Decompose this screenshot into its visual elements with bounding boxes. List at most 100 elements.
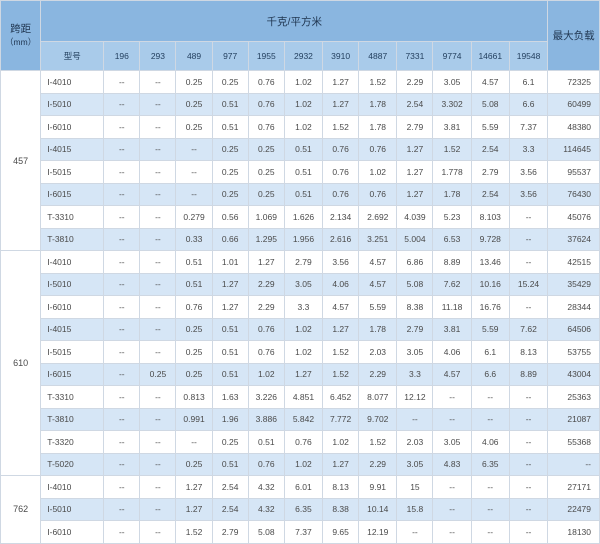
value-cell: 5.23 bbox=[432, 205, 472, 229]
type-cell: T-3310 bbox=[40, 385, 105, 409]
value-cell: 3.56 bbox=[508, 160, 549, 184]
value-cell: -- bbox=[139, 340, 177, 364]
value-cell: 6.53 bbox=[432, 227, 472, 251]
value-cell: -- bbox=[139, 160, 177, 184]
max-load-cell: 28344 bbox=[547, 295, 600, 319]
value-cell: 1.27 bbox=[247, 250, 285, 274]
value-cell: -- bbox=[139, 430, 177, 454]
table-row: I-4015 -- -- -- 0.25 0.25 0.51 0.76 0.76 1.27 1.52… bbox=[1, 137, 600, 161]
value-cell: 0.76 bbox=[175, 295, 213, 319]
value-cell: 1.27 bbox=[322, 70, 360, 94]
value-cell: 1.02 bbox=[283, 317, 324, 341]
value-cell: -- bbox=[175, 160, 213, 184]
value-cell: 6.01 bbox=[283, 475, 324, 499]
value-cell: 0.25 bbox=[175, 317, 213, 341]
value-cell: 3.05 bbox=[396, 340, 434, 364]
value-cell: 5.08 bbox=[470, 92, 510, 116]
value-cell: -- bbox=[139, 227, 177, 251]
value-cell: 0.76 bbox=[283, 430, 324, 454]
load-column-header: 977 bbox=[211, 41, 249, 71]
value-cell: 0.25 bbox=[247, 137, 285, 161]
value-cell: -- bbox=[103, 182, 141, 206]
value-cell: 1.02 bbox=[247, 362, 285, 386]
value-cell: 1.78 bbox=[432, 182, 472, 206]
value-cell: 3.3 bbox=[508, 137, 549, 161]
value-cell: -- bbox=[470, 497, 510, 521]
value-cell: 1.78 bbox=[358, 92, 398, 116]
value-cell: 1.27 bbox=[175, 497, 213, 521]
load-column-header: 7331 bbox=[396, 41, 434, 71]
type-cell: T-3310 bbox=[40, 205, 105, 229]
table-row: T-5020 -- -- 0.25 0.51 0.76 1.02 1.27 2.29 3.05 4.… bbox=[1, 452, 600, 476]
value-cell: -- bbox=[432, 475, 472, 499]
value-cell: 2.29 bbox=[247, 272, 285, 296]
value-cell: 6.35 bbox=[283, 497, 324, 521]
value-cell: -- bbox=[103, 452, 141, 476]
span-header: 跨距 （mm） bbox=[0, 0, 42, 71]
value-cell: 1.02 bbox=[283, 92, 324, 116]
value-cell: 0.991 bbox=[175, 407, 213, 431]
load-column-header: 19548 bbox=[508, 41, 549, 71]
value-cell: 0.76 bbox=[247, 317, 285, 341]
max-load-cell: -- bbox=[547, 452, 600, 476]
table-row: T-3320 -- -- -- 0.25 0.51 0.76 1.02 1.52 2.03 3.05… bbox=[1, 430, 600, 454]
max-load-cell: 25363 bbox=[547, 385, 600, 409]
value-cell: 3.3 bbox=[283, 295, 324, 319]
value-cell: -- bbox=[139, 70, 177, 94]
value-cell: 13.46 bbox=[470, 250, 510, 274]
value-cell: 15.24 bbox=[508, 272, 549, 296]
value-cell: 10.14 bbox=[358, 497, 398, 521]
table-row: I-6015 -- -- -- 0.25 0.25 0.51 0.76 0.76 1.27 1.78… bbox=[1, 182, 600, 206]
value-cell: 7.62 bbox=[432, 272, 472, 296]
value-cell: 2.54 bbox=[396, 92, 434, 116]
value-cell: 0.51 bbox=[211, 92, 249, 116]
value-cell: 2.134 bbox=[322, 205, 360, 229]
table-row: T-3810 -- -- 0.33 0.66 1.295 1.956 2.616 3.251 5.… bbox=[1, 227, 600, 251]
value-cell: -- bbox=[103, 430, 141, 454]
value-cell: 4.57 bbox=[358, 272, 398, 296]
type-cell: I-4015 bbox=[40, 317, 105, 341]
value-cell: -- bbox=[139, 115, 177, 139]
value-cell: 5.59 bbox=[470, 317, 510, 341]
value-cell: 1.52 bbox=[358, 430, 398, 454]
value-cell: 8.077 bbox=[358, 385, 398, 409]
value-cell: 1.02 bbox=[283, 452, 324, 476]
type-cell: I-6015 bbox=[40, 362, 105, 386]
value-cell: 15 bbox=[396, 475, 434, 499]
value-cell: 1.956 bbox=[283, 227, 324, 251]
value-cell: 0.813 bbox=[175, 385, 213, 409]
value-cell: -- bbox=[139, 182, 177, 206]
value-cell: -- bbox=[508, 497, 549, 521]
table-row: I-4015 -- -- 0.25 0.51 0.76 1.02 1.27 1.78 2.79 3.… bbox=[1, 317, 600, 341]
value-cell: -- bbox=[139, 295, 177, 319]
value-cell: 0.33 bbox=[175, 227, 213, 251]
value-cell: 4.57 bbox=[322, 295, 360, 319]
value-cell: -- bbox=[139, 317, 177, 341]
value-cell: 0.76 bbox=[322, 160, 360, 184]
type-cell: I-5010 bbox=[40, 92, 105, 116]
value-cell: 3.302 bbox=[432, 92, 472, 116]
value-cell: 4.039 bbox=[396, 205, 434, 229]
value-cell: -- bbox=[470, 407, 510, 431]
value-cell: 2.692 bbox=[358, 205, 398, 229]
value-cell: 2.29 bbox=[358, 452, 398, 476]
value-cell: 2.03 bbox=[358, 340, 398, 364]
max-load-cell: 53755 bbox=[547, 340, 600, 364]
value-cell: 4.851 bbox=[283, 385, 324, 409]
value-cell: 1.52 bbox=[175, 520, 213, 544]
value-cell: 5.59 bbox=[470, 115, 510, 139]
value-cell: 1.52 bbox=[322, 115, 360, 139]
value-cell: -- bbox=[508, 520, 549, 544]
type-cell: I-6010 bbox=[40, 115, 105, 139]
value-cell: 7.37 bbox=[508, 115, 549, 139]
value-cell: 1.27 bbox=[283, 362, 324, 386]
load-column-header: 3910 bbox=[322, 41, 360, 71]
load-column-header: 14661 bbox=[470, 41, 510, 71]
table-row: I-5015 -- -- -- 0.25 0.25 0.51 0.76 1.02 1.27 1.77… bbox=[1, 160, 600, 184]
max-load-cell: 114645 bbox=[547, 137, 600, 161]
type-cell: I-5010 bbox=[40, 272, 105, 296]
table-row: I-5015 -- -- 0.25 0.51 0.76 1.02 1.52 2.03 3.05 4.… bbox=[1, 340, 600, 364]
value-cell: 0.25 bbox=[139, 362, 177, 386]
value-cell: 0.25 bbox=[175, 452, 213, 476]
value-cell: 3.05 bbox=[396, 452, 434, 476]
